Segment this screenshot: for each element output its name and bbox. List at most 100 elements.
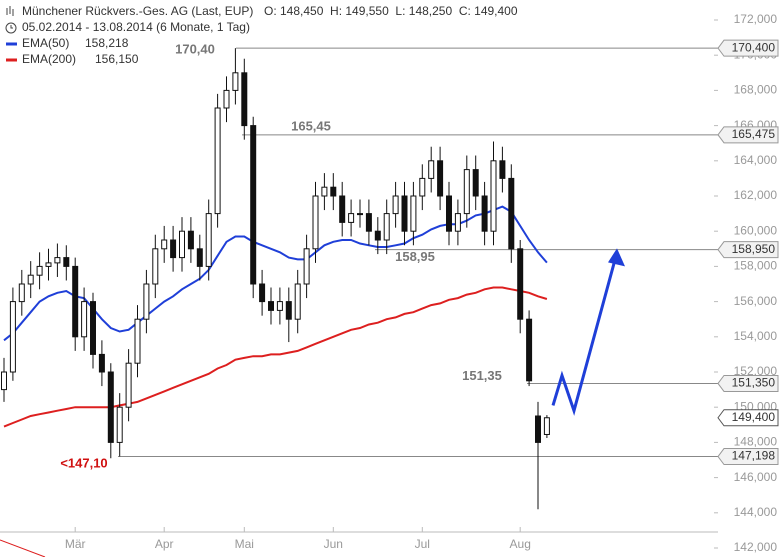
candle-body [232, 72, 239, 91]
candle-body [107, 371, 114, 443]
candle-body [472, 169, 479, 197]
candle-body [143, 283, 150, 320]
y-tick-label: 142,000 [734, 540, 778, 554]
price-tag-label: 147,198 [732, 449, 776, 463]
candle-body [268, 301, 274, 311]
price-tag [717, 126, 779, 144]
level-annotation: 170,40 [175, 42, 215, 57]
y-tick-label: 164,000 [734, 153, 778, 167]
candle-body [330, 186, 337, 197]
last-price-label: 149,400 [732, 410, 776, 424]
candle-body [1, 371, 7, 391]
candle-body [45, 262, 52, 267]
price-tag [717, 374, 779, 392]
candle-body [205, 213, 212, 267]
candle-body [535, 415, 541, 443]
x-tick-label: Jun [324, 537, 343, 551]
price-tag [717, 241, 779, 259]
candle-body [81, 301, 88, 338]
x-tick-label: Aug [510, 537, 531, 551]
ohlc-header: O: 148,450 H: 149,550 L: 148,250 C: 149,… [264, 4, 518, 18]
y-tick-label: 156,000 [734, 294, 778, 308]
candle-body [63, 257, 70, 267]
y-tick-label: 158,000 [734, 259, 778, 273]
level-annotation: <147,10 [60, 456, 107, 471]
candle-body [312, 195, 319, 250]
candle-body [392, 195, 399, 215]
price-tag [717, 448, 779, 466]
candle-body [454, 213, 461, 232]
candle-body [72, 265, 79, 338]
candle-body [508, 177, 515, 250]
forecast-line [551, 251, 619, 416]
candle-body [410, 195, 417, 232]
candle-body [276, 301, 283, 311]
candle-body [214, 107, 221, 215]
price-tag-label: 170,400 [732, 40, 776, 54]
clock-icon [5, 22, 17, 34]
level-annotation: 165,45 [291, 119, 331, 134]
legend-label: EMA(200) [22, 52, 76, 66]
candle-body [223, 89, 230, 109]
price-tag-label: 158,950 [732, 242, 776, 256]
legend-value: 156,150 [95, 52, 139, 66]
candle-body [125, 362, 132, 408]
price-tag-label: 151,350 [732, 376, 776, 390]
candle-body [90, 301, 96, 355]
candle-body [241, 72, 248, 127]
candle-body [18, 283, 25, 303]
candle-body [36, 265, 43, 276]
candle-body [134, 318, 141, 364]
candle-body [374, 230, 381, 241]
candle-body [170, 239, 177, 259]
candle-body [161, 239, 168, 250]
candle-body [365, 213, 372, 232]
candle-body [543, 417, 550, 435]
candle-body [187, 230, 194, 250]
candle-body [383, 213, 390, 241]
candle-body [499, 160, 506, 179]
candle-body [463, 169, 470, 215]
candle-body [526, 318, 533, 382]
candle-body [9, 301, 16, 373]
y-tick-label: 154,000 [734, 329, 778, 343]
x-tick-label: Mai [235, 537, 254, 551]
candle-body [401, 195, 408, 232]
clock-hands [10, 25, 13, 29]
candle-body [321, 186, 328, 197]
y-tick-label: 144,000 [734, 505, 778, 519]
legend-value: 158,218 [85, 36, 129, 50]
ema-line [3, 286, 548, 428]
x-tick-label: Apr [155, 537, 174, 551]
chart-title: Münchener Rückvers.-Ges. AG (Last, EUP) [22, 4, 253, 18]
candle-body [98, 353, 105, 373]
candle-body [259, 283, 266, 303]
price-tag [717, 39, 779, 57]
candle-body [357, 213, 363, 216]
candle-body [419, 177, 426, 197]
candle-body [481, 195, 488, 232]
candle-body [339, 195, 346, 223]
candle-body [303, 248, 310, 285]
x-tick-label: Mär [65, 537, 86, 551]
y-tick-label: 168,000 [734, 83, 778, 97]
decor-line [0, 539, 46, 557]
candle-body [250, 125, 257, 285]
chart-subtitle: 05.02.2014 - 13.08.2014 (6 Monate, 1 Tag… [22, 20, 250, 34]
candle-body [179, 230, 185, 259]
y-tick-label: 172,000 [734, 12, 778, 26]
candle-body [348, 213, 355, 223]
level-annotation: 151,35 [462, 368, 502, 383]
candle-body [294, 283, 301, 320]
candle-body [517, 248, 524, 320]
candle-body [54, 257, 61, 264]
x-tick-label: Jul [415, 537, 430, 551]
candle-body [446, 195, 452, 232]
candle-body [27, 274, 34, 285]
y-tick-label: 148,000 [734, 435, 778, 449]
candle-body [490, 160, 497, 232]
y-tick-label: 146,000 [734, 470, 778, 484]
y-tick-label: 160,000 [734, 223, 778, 237]
